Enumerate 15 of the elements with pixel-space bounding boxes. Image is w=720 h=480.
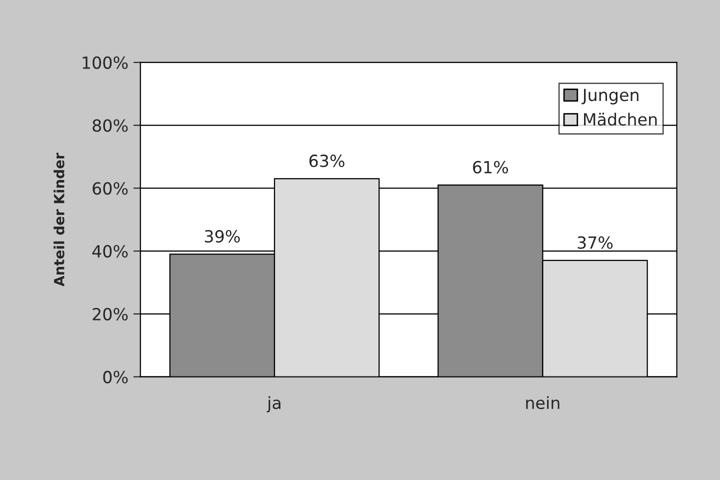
data-label: 37% [578, 236, 613, 249]
legend-label: Mädchen [584, 112, 657, 126]
y-tick-label: 60% [92, 182, 128, 195]
x-tick-label: nein [526, 396, 560, 410]
data-label: 61% [473, 160, 508, 174]
y-tick-label: 100% [82, 56, 128, 69]
y-tick-label: 80% [92, 119, 128, 132]
y-tick-label: 0% [103, 370, 128, 384]
y-tick-label: 40% [92, 245, 128, 258]
data-label: 39% [204, 230, 240, 243]
y-axis-title: Anteil der Kinder [54, 152, 64, 286]
data-label: 63% [309, 154, 344, 168]
legend-label: Jungen [582, 88, 638, 104]
x-tick-label: ja [266, 396, 280, 412]
y-tick-label: 20% [92, 308, 128, 320]
